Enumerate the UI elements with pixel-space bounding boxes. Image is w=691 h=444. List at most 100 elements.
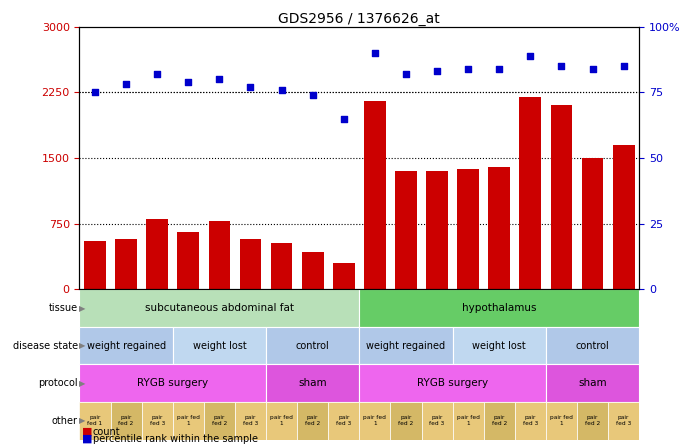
Point (307, 91, 318, 99)
Text: pair
fed 1: pair fed 1 (88, 416, 102, 426)
Text: ▶: ▶ (79, 379, 86, 388)
Bar (582, 158, 603, 289)
Text: ▶: ▶ (79, 341, 86, 350)
Text: hypothalamus: hypothalamus (462, 303, 536, 313)
Point (276, 86, 287, 93)
Bar (79, 365, 266, 402)
Point (89, 89, 101, 96)
Bar (297, 402, 328, 440)
Bar (146, 219, 168, 289)
Text: pair fed
1: pair fed 1 (363, 416, 386, 426)
Point (587, 65, 598, 72)
Bar (178, 233, 199, 289)
Text: weight regained: weight regained (366, 341, 446, 351)
Bar (333, 263, 354, 289)
Text: tissue: tissue (49, 303, 78, 313)
Bar (364, 101, 386, 289)
Bar (266, 402, 297, 440)
Text: sham: sham (299, 378, 327, 388)
Bar (79, 327, 173, 365)
Bar (484, 402, 515, 440)
Bar (209, 221, 230, 289)
Bar (173, 402, 204, 440)
Text: protocol: protocol (38, 378, 78, 388)
Text: pair
fed 3: pair fed 3 (522, 416, 538, 426)
Bar (457, 169, 479, 289)
Bar (111, 402, 142, 440)
Point (182, 78, 193, 85)
Point (214, 75, 225, 83)
Bar (453, 402, 484, 440)
Text: control: control (296, 341, 330, 351)
Point (369, 49, 380, 56)
Text: pair
fed 3: pair fed 3 (616, 416, 632, 426)
Bar (84, 241, 106, 289)
Point (120, 81, 131, 88)
Text: other: other (52, 416, 78, 426)
Text: pair fed
1: pair fed 1 (270, 416, 293, 426)
Text: pair
fed 2: pair fed 2 (211, 416, 227, 426)
Point (618, 63, 629, 70)
Bar (613, 145, 634, 289)
Text: sham: sham (578, 378, 607, 388)
Bar (551, 106, 572, 289)
Point (400, 71, 411, 78)
Text: pair fed
1: pair fed 1 (177, 416, 200, 426)
Text: pair
fed 3: pair fed 3 (149, 416, 165, 426)
Bar (240, 238, 261, 289)
Text: pair
fed 2: pair fed 2 (118, 416, 134, 426)
Bar (515, 402, 546, 440)
Text: pair
fed 3: pair fed 3 (243, 416, 258, 426)
Point (462, 65, 473, 72)
Text: disease state: disease state (13, 341, 78, 351)
Bar (608, 402, 639, 440)
Bar (546, 327, 639, 365)
Text: control: control (576, 341, 609, 351)
Bar (115, 239, 137, 289)
Text: pair
fed 3: pair fed 3 (429, 416, 445, 426)
Point (431, 68, 442, 75)
Text: ▶: ▶ (79, 416, 86, 425)
Point (556, 63, 567, 70)
Bar (546, 365, 639, 402)
Bar (173, 327, 266, 365)
Bar (266, 365, 359, 402)
Point (524, 52, 536, 59)
Bar (426, 171, 448, 289)
Bar (79, 289, 359, 327)
Text: ■: ■ (82, 434, 92, 444)
Bar (142, 402, 173, 440)
Text: pair
fed 2: pair fed 2 (585, 416, 600, 426)
Bar (79, 402, 111, 440)
Bar (359, 327, 453, 365)
Text: weight regained: weight regained (86, 341, 166, 351)
Bar (328, 402, 359, 440)
Bar (266, 327, 359, 365)
Text: pair
fed 2: pair fed 2 (491, 416, 507, 426)
Bar (489, 167, 510, 289)
Bar (359, 365, 546, 402)
Bar (577, 402, 608, 440)
Bar (390, 402, 422, 440)
Text: RYGB surgery: RYGB surgery (138, 378, 208, 388)
Text: count: count (93, 427, 120, 437)
Bar (453, 327, 546, 365)
Bar (235, 402, 266, 440)
Bar (271, 243, 292, 289)
Point (245, 83, 256, 91)
Bar (395, 171, 417, 289)
Bar (546, 402, 577, 440)
Point (338, 115, 349, 122)
Bar (422, 402, 453, 440)
Title: GDS2956 / 1376626_at: GDS2956 / 1376626_at (278, 12, 440, 26)
Point (151, 71, 162, 78)
Text: pair
fed 2: pair fed 2 (398, 416, 414, 426)
Text: pair
fed 2: pair fed 2 (305, 416, 321, 426)
Text: RYGB surgery: RYGB surgery (417, 378, 488, 388)
Text: subcutaneous abdominal fat: subcutaneous abdominal fat (145, 303, 294, 313)
Text: ▶: ▶ (79, 304, 86, 313)
Text: pair
fed 3: pair fed 3 (336, 416, 352, 426)
Text: pair fed
1: pair fed 1 (457, 416, 480, 426)
Text: percentile rank within the sample: percentile rank within the sample (93, 434, 258, 444)
Bar (359, 289, 639, 327)
